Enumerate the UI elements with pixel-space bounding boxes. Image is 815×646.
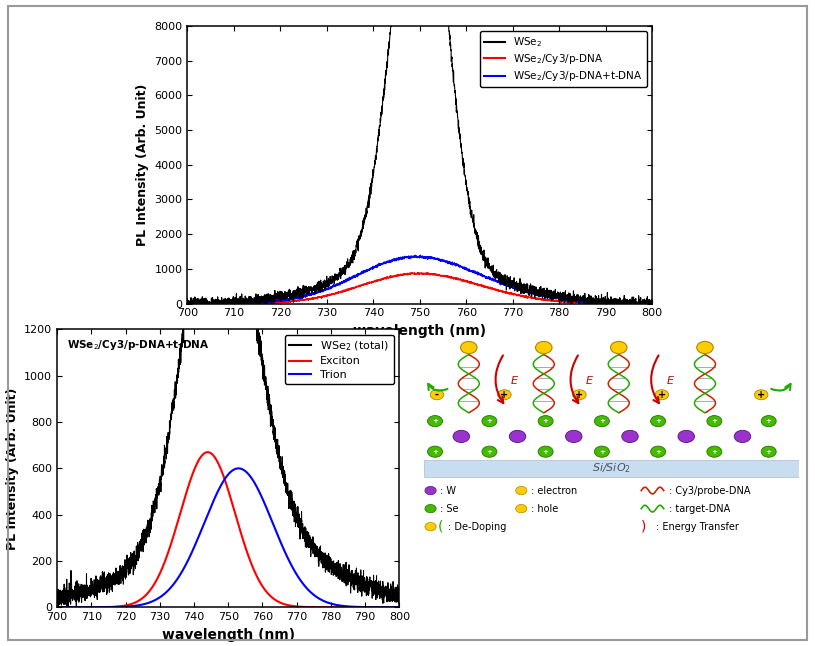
Circle shape [482, 415, 497, 426]
Text: +: + [500, 390, 509, 400]
Circle shape [430, 390, 443, 400]
Text: +: + [658, 390, 666, 400]
Legend: WSe$_2$, WSe$_2$/Cy3/p-DNA, WSe$_2$/Cy3/p-DNA+t-DNA: WSe$_2$, WSe$_2$/Cy3/p-DNA, WSe$_2$/Cy3/… [479, 31, 647, 87]
Circle shape [509, 430, 526, 443]
Circle shape [516, 505, 527, 513]
Circle shape [707, 415, 722, 426]
Circle shape [650, 446, 666, 457]
Text: : Se: : Se [439, 504, 458, 514]
Circle shape [428, 415, 443, 426]
Text: +: + [757, 390, 765, 400]
Circle shape [535, 341, 552, 353]
Text: E: E [511, 376, 518, 386]
Circle shape [655, 390, 668, 400]
Text: +: + [543, 449, 548, 455]
Text: +: + [711, 418, 717, 424]
Text: +: + [655, 418, 661, 424]
Circle shape [755, 390, 768, 400]
X-axis label: wavelength (nm): wavelength (nm) [353, 324, 487, 338]
Text: +: + [599, 449, 605, 455]
Text: +: + [432, 418, 438, 424]
Text: +: + [766, 449, 772, 455]
Text: : De-Doping: : De-Doping [448, 522, 507, 532]
Y-axis label: PL Intensity (Arb. Unit): PL Intensity (Arb. Unit) [136, 83, 149, 246]
Text: -: - [429, 522, 433, 532]
Text: (: ( [438, 519, 443, 534]
Text: +: + [518, 504, 526, 514]
Text: WSe$_2$/Cy3/p-DNA+t-DNA: WSe$_2$/Cy3/p-DNA+t-DNA [68, 338, 209, 352]
Text: E: E [667, 376, 674, 386]
Circle shape [678, 430, 694, 443]
Text: : target-DNA: : target-DNA [669, 504, 730, 514]
Text: +: + [599, 418, 605, 424]
Text: -: - [435, 390, 439, 400]
Text: +: + [487, 418, 492, 424]
Text: +: + [766, 418, 772, 424]
Circle shape [425, 486, 436, 495]
Text: +: + [432, 449, 438, 455]
Circle shape [453, 430, 469, 443]
Text: : hole: : hole [531, 504, 558, 514]
Text: ): ) [641, 519, 646, 534]
Circle shape [428, 446, 443, 457]
Circle shape [538, 415, 553, 426]
Text: +: + [487, 449, 492, 455]
Circle shape [425, 505, 436, 513]
X-axis label: wavelength (nm): wavelength (nm) [161, 628, 295, 641]
Legend: WSe$_2$ (total), Exciton, Trion: WSe$_2$ (total), Exciton, Trion [284, 335, 394, 384]
Text: : Cy3/probe-DNA: : Cy3/probe-DNA [669, 486, 751, 495]
Circle shape [761, 415, 776, 426]
Circle shape [697, 341, 713, 353]
Circle shape [425, 523, 436, 531]
Text: : electron: : electron [531, 486, 577, 495]
Circle shape [460, 341, 477, 353]
Text: -: - [519, 486, 523, 495]
Circle shape [594, 415, 610, 426]
Circle shape [566, 430, 582, 443]
Circle shape [761, 446, 776, 457]
Text: : W: : W [439, 486, 456, 495]
Y-axis label: PL Intensity (Arb. Unit): PL Intensity (Arb. Unit) [6, 387, 19, 550]
Circle shape [594, 446, 610, 457]
Text: : Energy Transfer: : Energy Transfer [656, 522, 739, 532]
Circle shape [610, 341, 627, 353]
Text: +: + [543, 418, 548, 424]
Circle shape [538, 446, 553, 457]
Circle shape [482, 446, 497, 457]
Circle shape [573, 390, 586, 400]
Text: Si/SiO$_2$: Si/SiO$_2$ [592, 461, 631, 475]
Circle shape [707, 446, 722, 457]
Text: E: E [586, 376, 593, 386]
Circle shape [498, 390, 511, 400]
Circle shape [734, 430, 751, 443]
Text: +: + [655, 449, 661, 455]
Circle shape [516, 486, 527, 495]
Polygon shape [424, 460, 799, 477]
Text: +: + [575, 390, 584, 400]
Text: +: + [711, 449, 717, 455]
Circle shape [650, 415, 666, 426]
Circle shape [622, 430, 638, 443]
